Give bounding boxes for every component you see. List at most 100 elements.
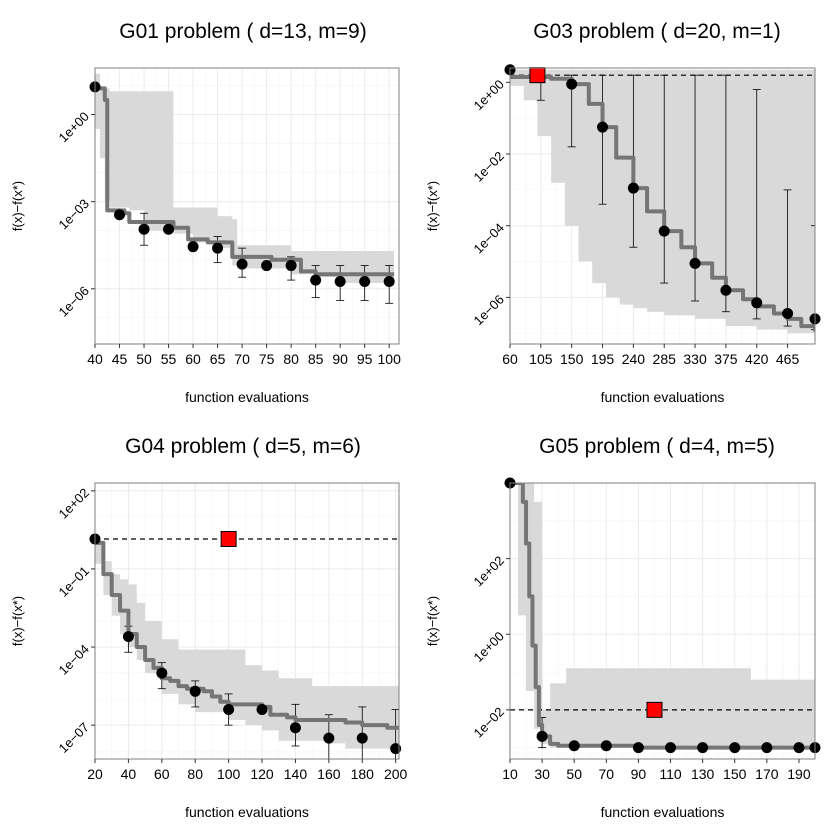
median-line	[510, 74, 815, 332]
data-points	[504, 477, 821, 754]
data-point	[665, 742, 677, 754]
uncertainty-band	[510, 483, 815, 748]
x-tick-label: 120	[250, 766, 274, 782]
x-tick-label: 65	[210, 351, 226, 367]
x-tick-label: 80	[187, 766, 203, 782]
data-point	[597, 121, 609, 133]
uncertainty-band	[95, 542, 399, 749]
panel-border	[94, 482, 400, 760]
x-tick-label: 140	[284, 766, 308, 782]
data-point	[310, 274, 322, 286]
y-tick-label: 1e−03	[56, 196, 92, 232]
data-point	[223, 704, 235, 716]
y-tick-label: 1e+00	[56, 109, 92, 145]
x-axis-label: function evaluations	[185, 389, 309, 405]
chart-panel-2: 60 105 150 195 240 285 330 375 420 465 1e+00 1e−02 1…	[425, 20, 821, 405]
data-point	[289, 722, 301, 734]
x-tick-label: 180	[351, 766, 375, 782]
x-axis-label: function evaluations	[185, 804, 309, 820]
y-axis-label: f(x)−f(x*)	[10, 181, 25, 231]
data-point	[334, 276, 346, 288]
x-tick-label: 70	[234, 351, 250, 367]
x-tick-label: 50	[566, 766, 582, 782]
data-point	[156, 667, 168, 679]
x-tick-label: 110	[659, 766, 682, 782]
y-axis-label: f(x)−f(x*)	[425, 181, 440, 231]
y-tick-label: 1e−04	[471, 220, 507, 256]
x-tick-label: 150	[560, 351, 584, 367]
x-axis-label: function evaluations	[601, 804, 725, 820]
x-tick-label: 40	[87, 351, 103, 367]
x-tick-label: 160	[317, 766, 341, 782]
x-tick-label: 75	[259, 351, 275, 367]
x-tick-label: 150	[723, 766, 747, 782]
data-point	[114, 209, 126, 221]
x-tick-label: 105	[529, 351, 553, 367]
data-point	[697, 742, 709, 754]
data-point	[285, 260, 297, 272]
data-point	[658, 225, 670, 237]
chart-panel-4: 10 30 50 70 90 110 130 150 170 190 1e+02 1e+00 1e−02…	[425, 435, 821, 820]
data-point	[689, 257, 701, 269]
y-axis-label: f(x)−f(x*)	[10, 596, 25, 646]
x-tick-label: 60	[154, 766, 170, 782]
y-tick-label: 1e−01	[56, 563, 92, 599]
data-point	[236, 258, 248, 270]
x-tick-label: 200	[384, 766, 408, 782]
y-tick-label: 1e−02	[471, 704, 507, 740]
x-tick-label: 100	[378, 351, 402, 367]
x-tick-label: 420	[745, 351, 769, 367]
method-marker	[646, 701, 663, 718]
data-point	[212, 242, 224, 254]
x-tick-label: 90	[631, 766, 647, 782]
data-point	[793, 742, 805, 754]
x-tick-label: 80	[283, 351, 299, 367]
panel-border	[509, 482, 816, 760]
y-tick-label: 1e−02	[471, 148, 507, 184]
data-point	[359, 276, 371, 288]
x-tick-label: 375	[714, 351, 738, 367]
x-tick-label: 60	[502, 351, 518, 367]
y-axis-label: f(x)−f(x*)	[425, 596, 440, 646]
x-tick-label: 195	[591, 351, 615, 367]
x-tick-label: 40	[121, 766, 137, 782]
panel-border	[94, 67, 400, 345]
data-point	[138, 223, 150, 235]
uncertainty-band	[510, 69, 815, 337]
x-tick-label: 10	[502, 766, 518, 782]
y-tick-label: 1e−04	[56, 641, 92, 677]
y-tick-label: 1e+00	[471, 629, 507, 665]
x-tick-label: 90	[332, 351, 348, 367]
x-tick-label: 70	[599, 766, 615, 782]
x-tick-label: 330	[683, 351, 707, 367]
data-point	[782, 308, 794, 320]
chart-title: G03 problem ( d=20, m=1)	[533, 20, 780, 43]
data-point	[600, 740, 612, 752]
data-point	[729, 742, 741, 754]
y-tick-label: 1e−06	[56, 283, 92, 319]
data-point	[632, 742, 644, 754]
data-points	[504, 64, 821, 325]
uncertainty-band	[95, 73, 395, 336]
data-point	[390, 743, 402, 755]
data-point	[187, 241, 199, 253]
data-point	[323, 732, 335, 744]
x-tick-label: 170	[755, 766, 779, 782]
data-point	[189, 685, 201, 697]
x-tick-label: 240	[622, 351, 646, 367]
x-tick-label: 130	[691, 766, 715, 782]
chart-title: G01 problem ( d=13, m=9)	[119, 20, 366, 43]
x-tick-label: 60	[185, 351, 201, 367]
x-tick-label: 55	[161, 351, 177, 367]
y-tick-label: 1e−06	[471, 292, 507, 328]
x-tick-label: 285	[653, 351, 677, 367]
chart-title: G04 problem ( d=5, m=6)	[125, 435, 361, 458]
x-tick-label: 100	[217, 766, 241, 782]
y-tick-label: 1e+02	[56, 485, 92, 521]
data-point	[568, 740, 580, 752]
data-point	[383, 276, 395, 288]
data-point	[751, 297, 763, 309]
data-point	[356, 732, 368, 744]
